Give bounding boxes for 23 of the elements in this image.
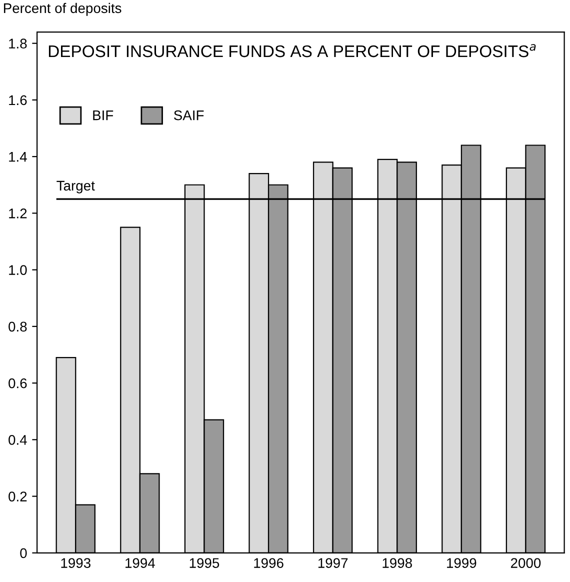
x-tick-label: 1996 — [254, 558, 284, 568]
y-tick-label: 0.4 — [8, 434, 27, 445]
y-tick-label: 1.6 — [9, 95, 27, 106]
y-tick-label: 0 — [20, 548, 27, 558]
ref-line-label: Target — [56, 180, 95, 194]
x-tick-label: 2000 — [510, 558, 541, 568]
y-tick-label: 1.8 — [9, 38, 27, 49]
y-tick-label: 0.6 — [8, 378, 27, 388]
y-axis-title: Percent of deposits — [4, 2, 122, 16]
text: DEPOSIT INSURANCE FUNDS AS A PERCENT OF DEPOSITS$^{a}$ — [48, 44, 536, 58]
x-tick-label: 1999 — [447, 558, 476, 568]
y-tick-label: 1.2 — [9, 208, 27, 218]
legend-label: BIF — [93, 110, 114, 120]
x-tick-label: 1993 — [61, 558, 90, 568]
x-tick-label: 1995 — [190, 558, 220, 568]
y-tick-label: 0.2 — [8, 492, 27, 502]
legend-label: SAIF — [174, 110, 204, 120]
y-tick-label: 0.8 — [8, 322, 27, 332]
y-tick-label: 1.4 — [9, 152, 27, 162]
y-tick-label: 1.0 — [9, 265, 27, 275]
x-tick-label: 1997 — [318, 558, 348, 568]
x-tick-label: 1994 — [126, 558, 155, 568]
x-tick-label: 1998 — [382, 558, 412, 568]
